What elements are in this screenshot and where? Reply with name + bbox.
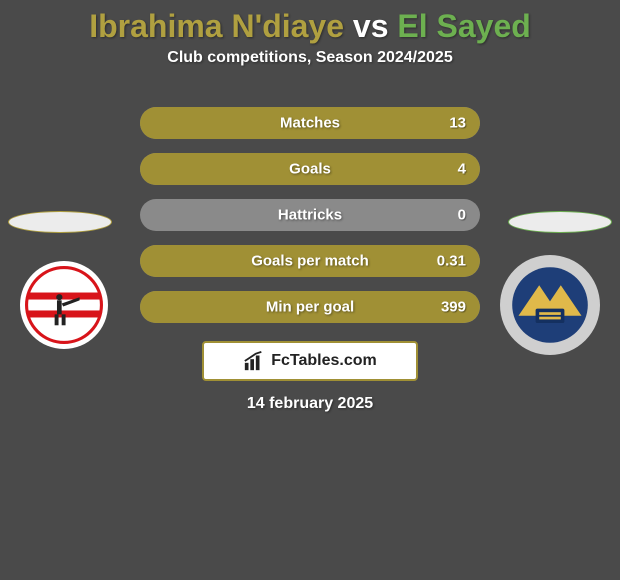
stat-value-right: 4: [458, 161, 466, 178]
comparison-content: 13 Matches 4 Goals 0 Hattricks 0.31 Goals per m…: [0, 85, 620, 413]
player2-badge: [500, 255, 600, 355]
stat-bars: 13 Matches 4 Goals 0 Hattricks 0.31 Goals per m…: [140, 85, 480, 323]
stat-bar: 0 Hattricks: [140, 199, 480, 231]
brand-text: FcTables.com: [271, 352, 377, 370]
stat-value-right: 13: [449, 115, 466, 132]
stat-label: Hattricks: [278, 207, 342, 224]
bar-chart-icon: [243, 350, 265, 372]
stat-bar: 13 Matches: [140, 107, 480, 139]
stat-label: Matches: [280, 115, 340, 132]
brand-box[interactable]: FcTables.com: [202, 341, 418, 381]
stat-bar: 399 Min per goal: [140, 291, 480, 323]
pyramids-logo-icon: [505, 260, 595, 350]
player1-ellipse: [8, 211, 112, 233]
stat-label: Min per goal: [266, 299, 354, 316]
player1-badge: [20, 261, 108, 349]
stat-bar: 4 Goals: [140, 153, 480, 185]
date-text: 14 february 2025: [0, 395, 620, 413]
stat-value-right: 399: [441, 299, 466, 316]
player2-ellipse: [508, 211, 612, 233]
subtitle: Club competitions, Season 2024/2025: [0, 49, 620, 85]
stat-label: Goals: [289, 161, 331, 178]
stat-value-right: 0.31: [437, 253, 466, 270]
zamalek-logo-icon: [25, 266, 103, 344]
stat-label: Goals per match: [251, 253, 369, 270]
page-title: Ibrahima N'diaye vs El Sayed: [0, 0, 620, 49]
stat-value-right: 0: [458, 207, 466, 224]
stat-bar: 0.31 Goals per match: [140, 245, 480, 277]
